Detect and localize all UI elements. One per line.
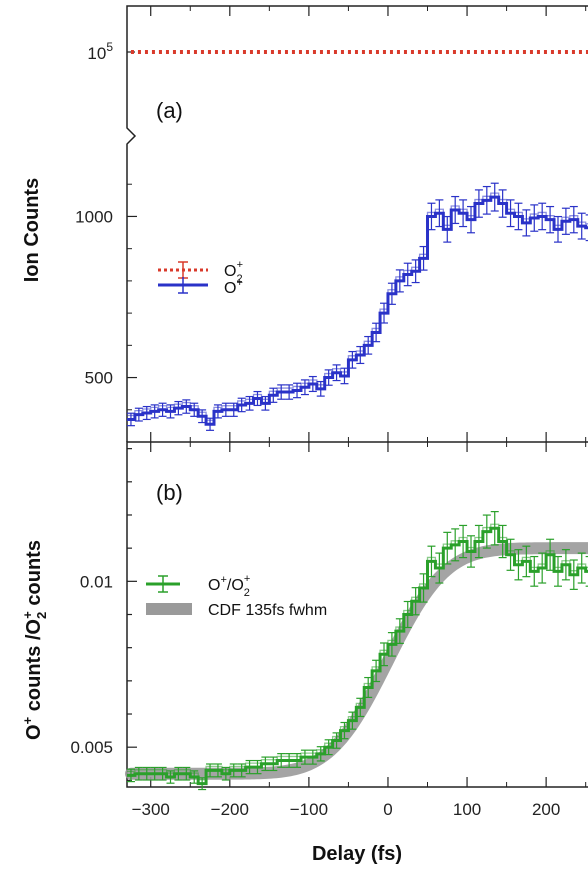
ylabel-end: counts — [23, 540, 45, 611]
panel-b-label: (b) — [156, 480, 183, 505]
legend-cdf-text: CDF 135fs fwhm — [208, 602, 327, 619]
panel-a: (a) Ion Counts 105 500 1000 O2+O+ — [21, 5, 588, 442]
panel-a-legend: O2+O+ — [158, 259, 243, 297]
ylabel-sub: 2 — [34, 612, 49, 619]
panel-b-xtick-labels: −300 −200 −100 0 100 200 — [132, 800, 561, 819]
ytick-label: 500 — [85, 369, 113, 388]
ylabel-sup2: + — [20, 611, 35, 619]
panel-b-ylabel: O+ counts /O2+ counts — [20, 540, 49, 740]
panel-a-ylabel: Ion Counts — [21, 178, 43, 282]
ylabel-mid: counts /O — [23, 619, 45, 717]
ytick-label: 1000 — [75, 207, 113, 226]
legend-oplus-text: O+ — [224, 277, 243, 297]
series-cdf-band — [124, 542, 588, 780]
x-axis-title: Delay (fs) — [312, 843, 402, 865]
ytick-exp: 5 — [106, 40, 113, 54]
ytick-label-1e5: 105 — [87, 40, 113, 63]
panel-b-series — [124, 511, 588, 791]
ytick-label: 0.005 — [70, 738, 113, 757]
xtick-label: −200 — [211, 800, 249, 819]
panel-b-ticks — [127, 442, 587, 787]
xtick-label: 100 — [453, 800, 481, 819]
series-ratio-shadow-line — [127, 523, 588, 781]
panel-a-series — [126, 50, 588, 431]
xtick-label: −300 — [132, 800, 170, 819]
legend-o2plus-text: O2+ — [224, 259, 243, 285]
series-ratio-line — [127, 526, 588, 786]
xtick-label: −100 — [290, 800, 328, 819]
ylabel-sup: + — [20, 716, 35, 724]
panel-b-frame — [126, 441, 588, 788]
ytick-base: 10 — [87, 44, 106, 63]
ytick-label: 0.01 — [80, 572, 113, 591]
legend-ratio-text: O+/O2+ — [208, 573, 250, 599]
panel-b-legend: O+/O2+ CDF 135fs fwhm — [146, 573, 327, 619]
panel-a-frame — [126, 5, 588, 442]
xtick-label: 200 — [532, 800, 560, 819]
series-oplus-line — [127, 195, 588, 426]
panel-a-ytick-labels: 105 500 1000 — [75, 40, 113, 388]
panel-a-label: (a) — [156, 98, 183, 123]
xtick-label: 0 — [383, 800, 392, 819]
panel-a-ticks — [127, 6, 587, 442]
panel-b-ytick-labels: 0.005 0.01 — [70, 572, 113, 757]
ylabel-o: O — [23, 724, 45, 740]
